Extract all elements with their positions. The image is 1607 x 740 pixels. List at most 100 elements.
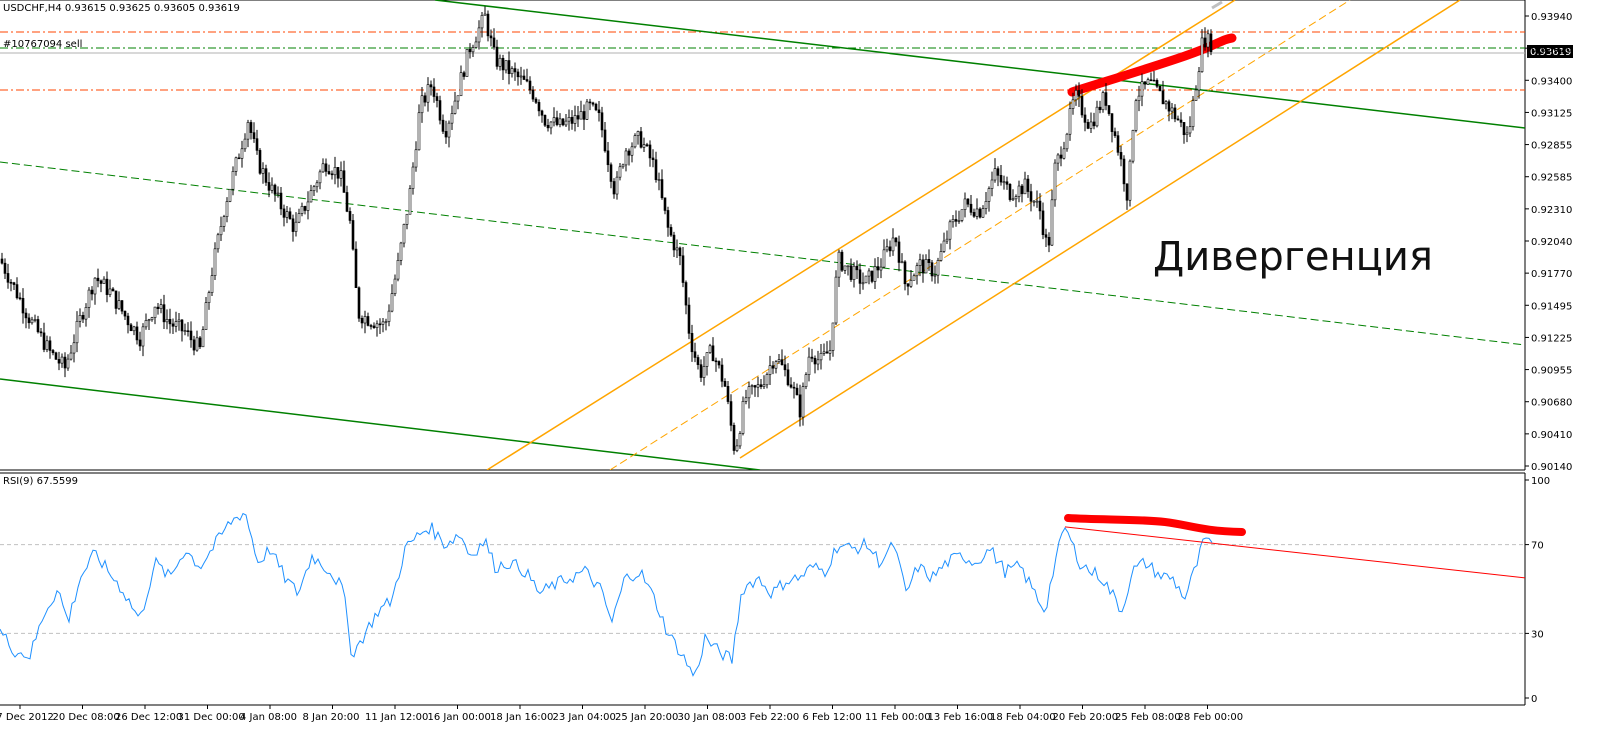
candle-bull [60, 356, 64, 364]
candle-bear [129, 324, 133, 332]
candle-bull [519, 75, 523, 78]
candle-bear [468, 49, 472, 53]
candle-bear [1026, 178, 1030, 192]
candle-bull [222, 216, 226, 227]
price-tick-label: 0.92310 [1531, 205, 1572, 216]
candle-bear [783, 364, 787, 371]
candle-bull [777, 359, 781, 362]
candle-bear [603, 129, 607, 152]
candle-bull [246, 122, 250, 140]
candle-bear [897, 241, 901, 263]
candle-bull [975, 208, 979, 217]
candle-bull [891, 237, 895, 252]
candle-bear [291, 218, 295, 232]
candle-bear [978, 208, 982, 218]
candle-bull [852, 265, 856, 280]
candle-bear [462, 72, 466, 77]
candle-bear [627, 150, 631, 156]
time-tick-label: 4 Jan 08:00 [240, 712, 297, 723]
price-tick-label: 0.92040 [1531, 237, 1572, 248]
candle-bear [669, 227, 673, 236]
candle-bear [18, 297, 22, 300]
candle-bear [690, 333, 694, 353]
candle-bear [528, 80, 532, 91]
candle-bull [102, 278, 106, 284]
time-tick-label: 18 Feb 04:00 [990, 712, 1056, 723]
candle-bear [855, 265, 859, 271]
candle-bull [558, 118, 562, 125]
candle-bear [792, 386, 796, 389]
candle-bear [894, 237, 898, 243]
candle-bear [423, 95, 427, 103]
time-tick-label: 20 Feb 20:00 [1053, 712, 1119, 723]
candle-bull [615, 176, 619, 195]
candle-bear [711, 345, 715, 362]
candle-bear [795, 387, 799, 396]
candle-bull [465, 49, 469, 77]
candle-bull [426, 84, 430, 103]
price-tick-label: 0.93400 [1531, 76, 1572, 87]
candle-bear [186, 330, 190, 333]
candle-bear [258, 150, 262, 174]
candle-bull [843, 265, 847, 271]
candle-bear [660, 179, 664, 199]
candle-bear [654, 159, 658, 180]
candle-bull [804, 374, 808, 387]
candle-bull [636, 131, 640, 136]
candle-bear [825, 351, 829, 354]
candle-bull [702, 366, 706, 378]
candle-bull [390, 293, 394, 312]
candle-bull [756, 384, 760, 388]
candle-bear [876, 266, 880, 271]
candle-bear [813, 358, 817, 365]
candle-bear [372, 325, 376, 329]
candle-bull [1188, 126, 1192, 134]
candle-bull [1131, 130, 1135, 162]
candle-bear [921, 259, 925, 274]
candle-bear [3, 262, 7, 274]
candle-bear [351, 220, 355, 250]
price-tick-label: 0.93940 [1531, 12, 1572, 23]
candle-bear [282, 208, 286, 218]
candle-bull [150, 317, 154, 321]
candle-bull [108, 288, 112, 295]
candle-bull [408, 188, 412, 215]
candle-bear [525, 79, 529, 82]
candle-bear [39, 331, 43, 334]
candle-bull [1035, 200, 1039, 203]
candle-bull [981, 208, 985, 218]
candle-bull [1053, 162, 1057, 201]
candle-bull [153, 306, 157, 318]
candle-bull [384, 321, 388, 323]
candle-bull [939, 251, 943, 261]
candle-bear [255, 138, 259, 151]
candle-bull [1065, 133, 1069, 150]
candle-bull [420, 95, 424, 114]
candle-bear [1083, 114, 1087, 123]
candle-bear [288, 211, 292, 220]
candle-bear [696, 357, 700, 365]
price-tick-label: 0.90410 [1531, 430, 1572, 441]
candle-bull [456, 95, 460, 102]
candle-bear [540, 110, 544, 116]
candle-bull [1191, 100, 1195, 128]
uptrend-channel-lower [739, 0, 1461, 459]
time-tick-label: 30 Jan 08:00 [678, 712, 741, 723]
candle-bear [366, 316, 370, 326]
candle-bull [741, 400, 745, 434]
candle-bear [354, 248, 358, 288]
candle-bull [399, 242, 403, 261]
candle-bear [486, 13, 490, 37]
candle-bull [402, 224, 406, 244]
time-tick-label: 23 Jan 04:00 [553, 712, 616, 723]
candle-bear [6, 273, 10, 283]
candle-bear [954, 219, 958, 222]
candle-bear [693, 351, 697, 358]
candle-bull [228, 188, 232, 202]
candle-bear [1155, 80, 1159, 87]
price-tick-label: 0.90680 [1531, 398, 1572, 409]
candle-bear [336, 167, 340, 179]
candle-bull [285, 211, 289, 218]
candle-bull [1170, 107, 1174, 112]
candle-bear [156, 306, 160, 309]
